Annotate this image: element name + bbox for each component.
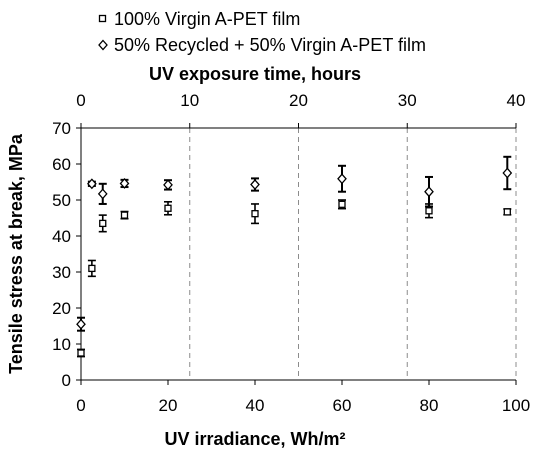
y-tick-label: 60 [52,155,71,174]
top-x-tick-label: 10 [180,91,199,110]
series-1 [76,155,513,332]
top-x-tick-label: 30 [398,91,417,110]
diamond-point [424,186,434,198]
diamond-point [250,179,260,190]
diamond-point [337,173,347,185]
y-tick-label: 40 [52,227,71,246]
diamond-point [502,167,513,179]
diamond-point [163,179,173,191]
x-tick-label: 40 [246,396,265,415]
hour-gridlines [189,128,517,380]
top-x-axis-ticks: 0 10 20 30 40 [76,91,525,128]
data-points [76,155,513,358]
y-tick-label: 10 [52,335,71,354]
x-axis-title: UV irradiance, Wh/m² [164,429,345,449]
legend-entry-virgin: 100% Virgin A-PET film [92,6,426,32]
diamond-point [97,188,108,200]
y-tick-label: 0 [62,371,71,390]
y-tick-label: 50 [52,191,71,210]
square-point [88,264,96,273]
y-axis-ticks: 0 10 20 30 40 50 60 70 [52,119,81,390]
square-point [164,204,172,212]
x-tick-label: 60 [333,396,352,415]
square-point [251,210,259,218]
top-x-tick-label: 0 [76,91,85,110]
square-point [425,207,433,215]
diamond-point [119,177,130,189]
legend-entry-recycled: 50% Recycled + 50% Virgin A-PET film [92,32,426,58]
legend-label-virgin: 100% Virgin A-PET film [114,9,301,29]
x-axis-ticks: 0 20 40 60 80 100 [76,380,530,415]
top-x-axis-title: UV exposure time, hours [149,64,361,84]
top-x-tick-label: 20 [289,91,308,110]
square-point [120,211,129,219]
y-axis-title: Tensile stress at break, MPa [6,133,26,374]
diamond-point [87,178,97,190]
y-tick-label: 30 [52,263,71,282]
square-point [338,200,346,208]
y-tick-label: 70 [52,119,71,138]
diamond-point [76,318,86,330]
x-tick-label: 100 [502,396,530,415]
y-tick-label: 20 [52,299,71,318]
top-x-tick-label: 40 [507,91,526,110]
x-tick-label: 0 [76,396,85,415]
square-point [99,219,107,228]
legend-label-recycled: 50% Recycled + 50% Virgin A-PET film [114,35,426,55]
series-0 [77,199,512,358]
square-marker-icon [92,14,114,24]
square-point [503,208,511,216]
x-tick-label: 20 [159,396,178,415]
legend: 100% Virgin A-PET film 50% Recycled + 50… [92,6,426,58]
diamond-marker-icon [92,39,114,51]
x-tick-label: 80 [420,396,439,415]
square-point [77,349,85,357]
